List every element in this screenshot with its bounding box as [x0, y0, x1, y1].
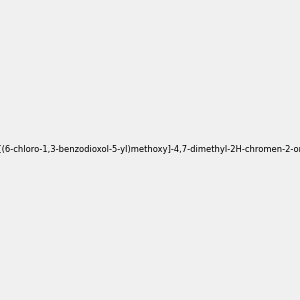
Text: 5-[(6-chloro-1,3-benzodioxol-5-yl)methoxy]-4,7-dimethyl-2H-chromen-2-one: 5-[(6-chloro-1,3-benzodioxol-5-yl)methox…: [0, 146, 300, 154]
